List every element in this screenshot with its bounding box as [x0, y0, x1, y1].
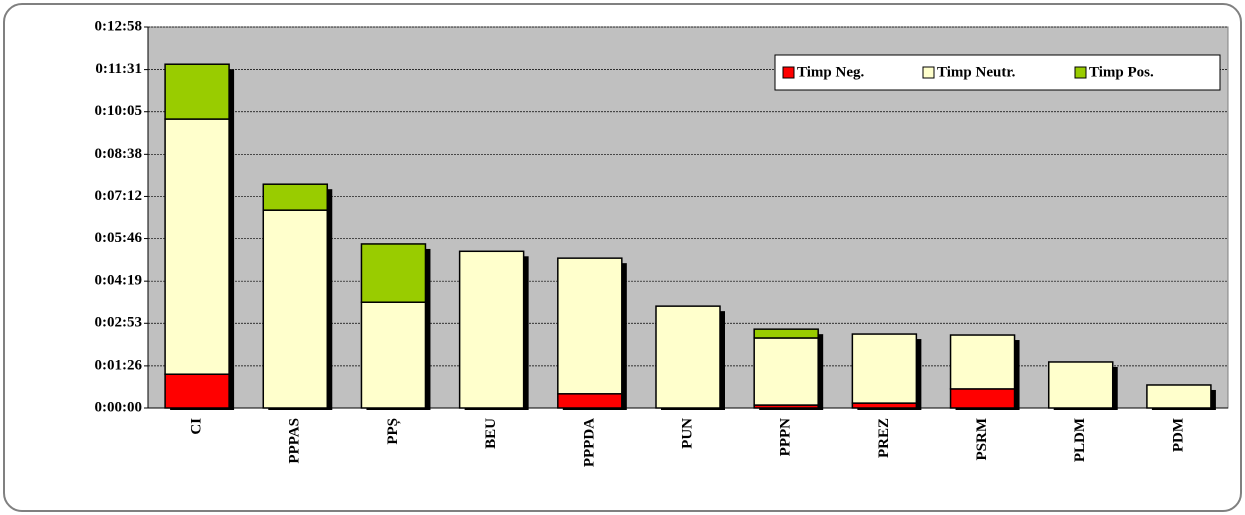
- legend-swatch: [1074, 66, 1087, 79]
- legend-swatch: [782, 66, 795, 79]
- bar-segment: [949, 334, 1016, 390]
- x-tick-label: PSRM: [974, 418, 990, 461]
- bar-segment: [1047, 361, 1114, 409]
- bar-segment: [262, 183, 329, 211]
- y-tick-label: 0:08:38: [95, 146, 143, 162]
- y-tick-label: 0:02:53: [95, 315, 143, 331]
- bar-segment: [360, 243, 427, 303]
- bar-segment: [557, 257, 623, 395]
- bar-segment: [458, 250, 525, 409]
- x-tick-label: PPȘ: [385, 418, 401, 445]
- legend-swatch: [922, 66, 935, 79]
- bar-segment: [753, 328, 819, 339]
- bar-segment: [1146, 384, 1212, 409]
- x-tick-label: PLDM: [1072, 418, 1088, 462]
- bar-segment: [851, 333, 918, 404]
- x-tick-label: PDM: [1170, 418, 1186, 452]
- x-tick-label: CI: [189, 418, 205, 435]
- legend-label: Timp Neg.: [797, 64, 864, 80]
- bar-segment: [164, 63, 230, 120]
- y-tick-label: 0:05:46: [95, 230, 143, 246]
- x-tick-label: PPPDA: [581, 418, 597, 467]
- x-tick-label: PPPAS: [287, 418, 303, 464]
- y-tick-label: 0:01:26: [95, 357, 143, 373]
- bar-segment: [360, 301, 427, 409]
- y-tick-label: 0:12:58: [95, 18, 143, 34]
- bar-segment: [557, 393, 623, 409]
- legend-label: Timp Pos.: [1089, 64, 1154, 80]
- bar-segment: [262, 209, 329, 409]
- bar-segment: [164, 373, 230, 409]
- y-tick-label: 0:00:00: [95, 399, 143, 415]
- y-tick-label: 0:11:31: [95, 61, 142, 77]
- y-tick-label: 0:10:05: [95, 103, 143, 119]
- bar-segment: [753, 337, 819, 406]
- legend-box: [774, 54, 1221, 91]
- x-tick-label: BEU: [483, 418, 499, 449]
- bar-segment: [949, 388, 1016, 409]
- y-tick-label: 0:04:19: [95, 273, 143, 289]
- bar-segment: [655, 305, 721, 409]
- x-tick-label: PREZ: [876, 418, 892, 458]
- y-tick-label: 0:07:12: [95, 188, 143, 204]
- x-tick-label: PPPN: [778, 418, 794, 456]
- bar-segment: [164, 118, 230, 375]
- legend-label: Timp Neutr.: [937, 64, 1016, 80]
- x-tick-label: PUN: [679, 418, 695, 449]
